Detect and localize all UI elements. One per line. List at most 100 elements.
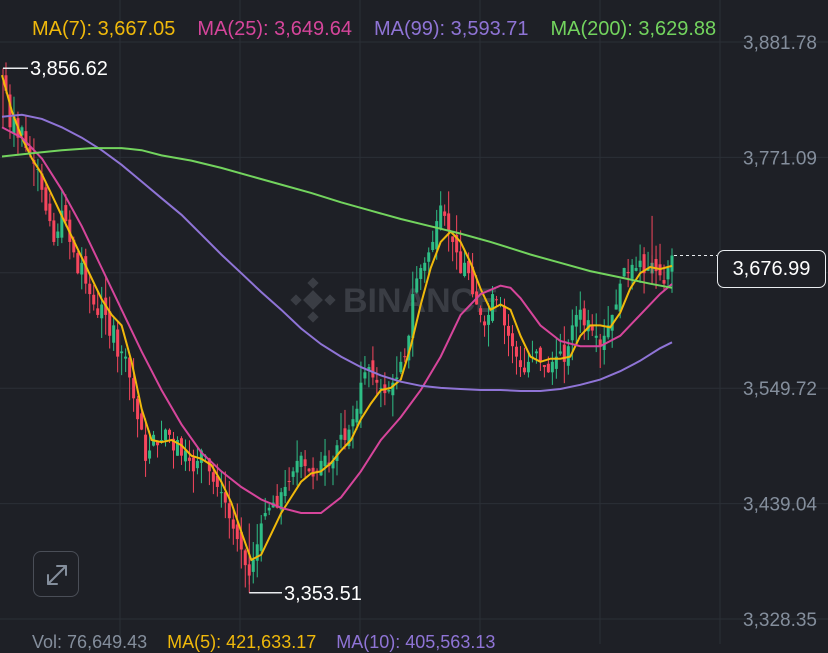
candle-body bbox=[666, 268, 670, 280]
candle-body bbox=[12, 116, 16, 134]
vol-ma5-legend: MA(5): 421,633.17 bbox=[167, 632, 316, 653]
candle-body bbox=[483, 321, 487, 326]
candle-body bbox=[96, 308, 100, 315]
candle-body bbox=[387, 389, 391, 392]
candle-body bbox=[542, 365, 546, 368]
candle-body bbox=[100, 304, 104, 319]
candle-body bbox=[558, 351, 562, 354]
candle-body bbox=[546, 363, 550, 373]
candle-body bbox=[586, 320, 590, 332]
volume-legend: Vol: 76,649.43 MA(5): 421,633.17 MA(10):… bbox=[32, 632, 495, 653]
candle-body bbox=[291, 471, 295, 477]
candle-body bbox=[550, 361, 554, 373]
ma99-value: 3,593.71 bbox=[450, 18, 529, 40]
candle-body bbox=[662, 280, 666, 284]
candle-body bbox=[124, 356, 128, 359]
candle-body bbox=[347, 429, 351, 447]
ma99-legend: MA(99): 3,593.71 bbox=[374, 18, 529, 44]
y-tick-label: 3,771.09 bbox=[743, 148, 817, 169]
candle-body bbox=[423, 262, 427, 271]
candle-body bbox=[183, 450, 187, 462]
candle-body bbox=[642, 254, 646, 274]
price-axis: 3,881.783,771.093,660.403,549.723,439.04… bbox=[743, 33, 817, 631]
candle-body bbox=[88, 283, 92, 295]
candle-body bbox=[439, 205, 443, 229]
candle-body bbox=[319, 460, 323, 476]
candle-body bbox=[395, 377, 399, 379]
candle-body bbox=[303, 459, 307, 467]
candle-body bbox=[463, 262, 467, 277]
candle-body bbox=[255, 544, 259, 561]
extreme-markers: 3,856.62 3,353.51 bbox=[2, 58, 362, 605]
candle-body bbox=[112, 325, 116, 343]
candle-body bbox=[8, 94, 12, 128]
candle-body bbox=[56, 231, 60, 238]
candle-body bbox=[267, 507, 271, 511]
candle-body bbox=[144, 434, 148, 461]
candle-body bbox=[195, 460, 199, 469]
ma25-label: MA(25): bbox=[197, 18, 269, 40]
candle-body bbox=[343, 428, 347, 441]
candle-body bbox=[215, 475, 219, 487]
candle-body bbox=[582, 308, 586, 326]
y-tick-label: 3,328.35 bbox=[743, 610, 817, 631]
candle-body bbox=[375, 379, 379, 383]
candle-body bbox=[283, 486, 287, 497]
candle-body bbox=[259, 523, 263, 551]
candle-body bbox=[211, 472, 215, 482]
candle-body bbox=[574, 314, 578, 327]
ma7-legend: MA(7): 3,667.05 bbox=[32, 18, 175, 44]
candle-body bbox=[534, 351, 538, 354]
candle-body bbox=[140, 413, 144, 430]
candle-body bbox=[467, 260, 471, 274]
candle-body bbox=[323, 455, 327, 467]
vol-ma5-label: MA(5): bbox=[167, 632, 222, 652]
current-price-tag[interactable]: 3,676.99 bbox=[717, 250, 826, 288]
candle-body bbox=[148, 450, 152, 459]
candle-body bbox=[76, 253, 80, 274]
candle-body bbox=[626, 272, 630, 274]
candle-body bbox=[168, 429, 171, 435]
candle-body bbox=[175, 440, 179, 456]
candle-body bbox=[471, 266, 475, 295]
candle-body bbox=[590, 326, 594, 331]
candle-body bbox=[84, 256, 88, 284]
candle-body bbox=[64, 205, 68, 222]
candle-body bbox=[459, 251, 463, 274]
vol-ma10-label: MA(10): bbox=[336, 632, 401, 652]
candle-body bbox=[187, 457, 191, 461]
candle-body bbox=[538, 347, 542, 362]
candle-body bbox=[171, 438, 175, 451]
candle-body bbox=[116, 329, 120, 357]
binance-watermark: BINANCE bbox=[290, 277, 498, 323]
candle-body bbox=[339, 434, 343, 440]
candle-body bbox=[495, 299, 499, 301]
ma7-label: MA(7): bbox=[32, 18, 92, 40]
candle-body bbox=[638, 260, 642, 268]
candle-body bbox=[411, 294, 415, 339]
candle-body bbox=[518, 360, 522, 368]
candle-body bbox=[407, 335, 411, 361]
ma200-value: 3,629.88 bbox=[638, 18, 717, 40]
candle-body bbox=[654, 259, 658, 272]
series-ma200 bbox=[1, 147, 673, 289]
candle-body bbox=[514, 346, 518, 357]
candle-body bbox=[379, 387, 383, 389]
series-ma99 bbox=[1, 113, 673, 392]
candle-body bbox=[235, 524, 239, 540]
candle-body bbox=[435, 221, 439, 250]
expand-button[interactable] bbox=[33, 551, 79, 597]
ma200-legend: MA(200): 3,629.88 bbox=[551, 18, 717, 44]
candle-body bbox=[239, 531, 243, 550]
candle-body bbox=[72, 239, 76, 253]
candle-body bbox=[614, 304, 618, 310]
candle-body bbox=[670, 255, 674, 272]
candle-body bbox=[622, 268, 626, 277]
candle-body bbox=[359, 382, 363, 414]
ma25-legend: MA(25): 3,649.64 bbox=[197, 18, 352, 44]
candle-body bbox=[120, 351, 124, 354]
candle-body bbox=[634, 268, 638, 271]
candle-body bbox=[199, 450, 203, 463]
ma-lines bbox=[1, 74, 673, 562]
